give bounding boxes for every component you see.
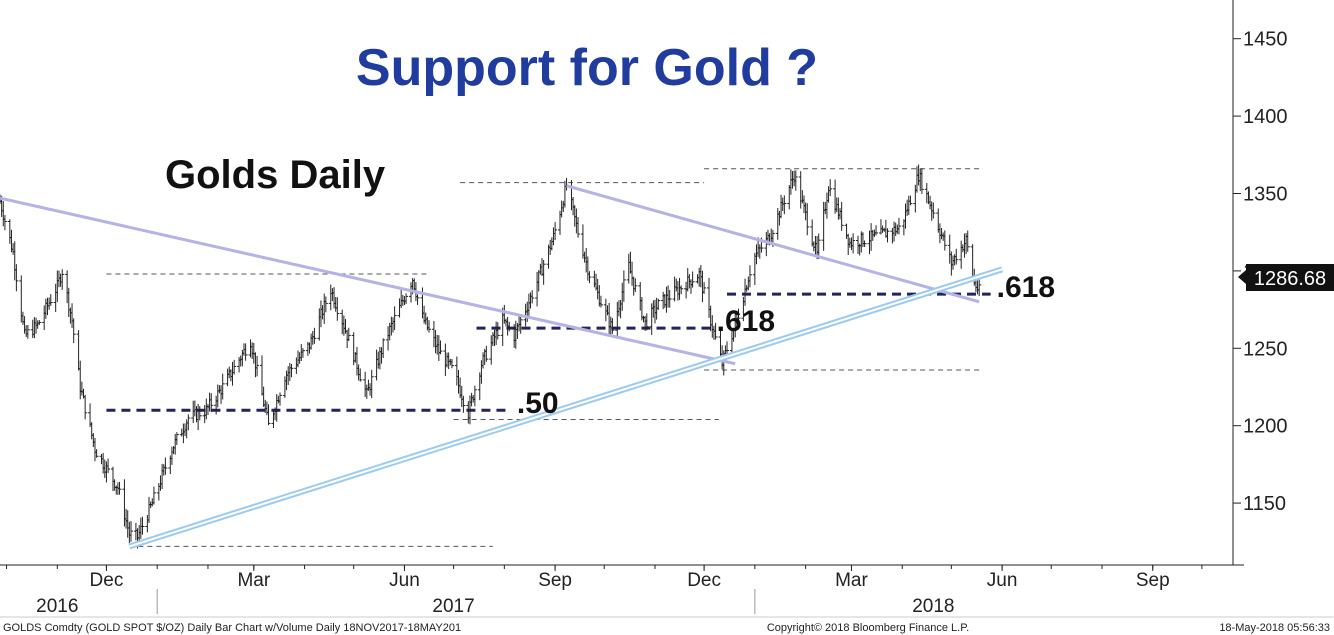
chart-subtitle: Golds Daily — [165, 153, 386, 197]
x-tick-label: Sep — [1136, 570, 1170, 591]
x-tick-label: Dec — [90, 570, 124, 591]
footer-copyright: Copyright© 2018 Bloomberg Finance L.P. — [767, 622, 969, 634]
x-tick-label: Dec — [687, 570, 721, 591]
year-label: 2017 — [432, 596, 474, 617]
footer-timestamp: 18-May-2018 05:56:33 — [1219, 622, 1330, 634]
annotation-layer: .50 .618 .618 — [517, 271, 1055, 420]
chart-title: Support for Gold ? — [356, 39, 818, 97]
x-tick-label: Mar — [237, 570, 270, 591]
y-tick-label: 1350 — [1243, 183, 1288, 205]
x-tick-label: Mar — [835, 570, 868, 591]
last-price-label: 1286.68 — [1254, 268, 1326, 290]
support-trendline-core — [129, 268, 1003, 548]
y-tick-label: 1400 — [1243, 106, 1288, 128]
resistance-trendline — [0, 196, 736, 366]
fib-level-label: .618 — [717, 305, 775, 338]
x-tick-label: Jun — [389, 570, 420, 591]
last-price-box — [1246, 264, 1334, 291]
y-tick-label: 1250 — [1243, 338, 1288, 360]
fib-level-label: .618 — [997, 271, 1055, 304]
price-bars-layer — [0, 164, 982, 549]
year-label: 2018 — [912, 596, 954, 617]
footer-source: GOLDS Comdty (GOLD SPOT $/OZ) Daily Bar … — [3, 622, 461, 634]
x-ticks-layer: Dec Mar Jun Sep Dec Mar Jun Sep 2016 2017 2018 — [6, 565, 1203, 617]
y-tick-label: 1450 — [1243, 29, 1288, 51]
trendlines-layer — [0, 184, 1004, 550]
resistance-trendline — [566, 184, 980, 304]
x-tick-label: Jun — [987, 570, 1018, 591]
y-tick-label: 1200 — [1243, 416, 1288, 438]
fib-level-label: .50 — [517, 387, 559, 420]
y-tick-label: 1150 — [1243, 493, 1286, 515]
x-tick-label: Sep — [538, 570, 572, 591]
fib-levels-layer — [106, 292, 991, 412]
last-price-pointer — [1238, 270, 1246, 284]
axes-layer — [0, 0, 1334, 618]
range-lines-layer — [106, 168, 983, 547]
year-label: 2016 — [36, 596, 78, 617]
